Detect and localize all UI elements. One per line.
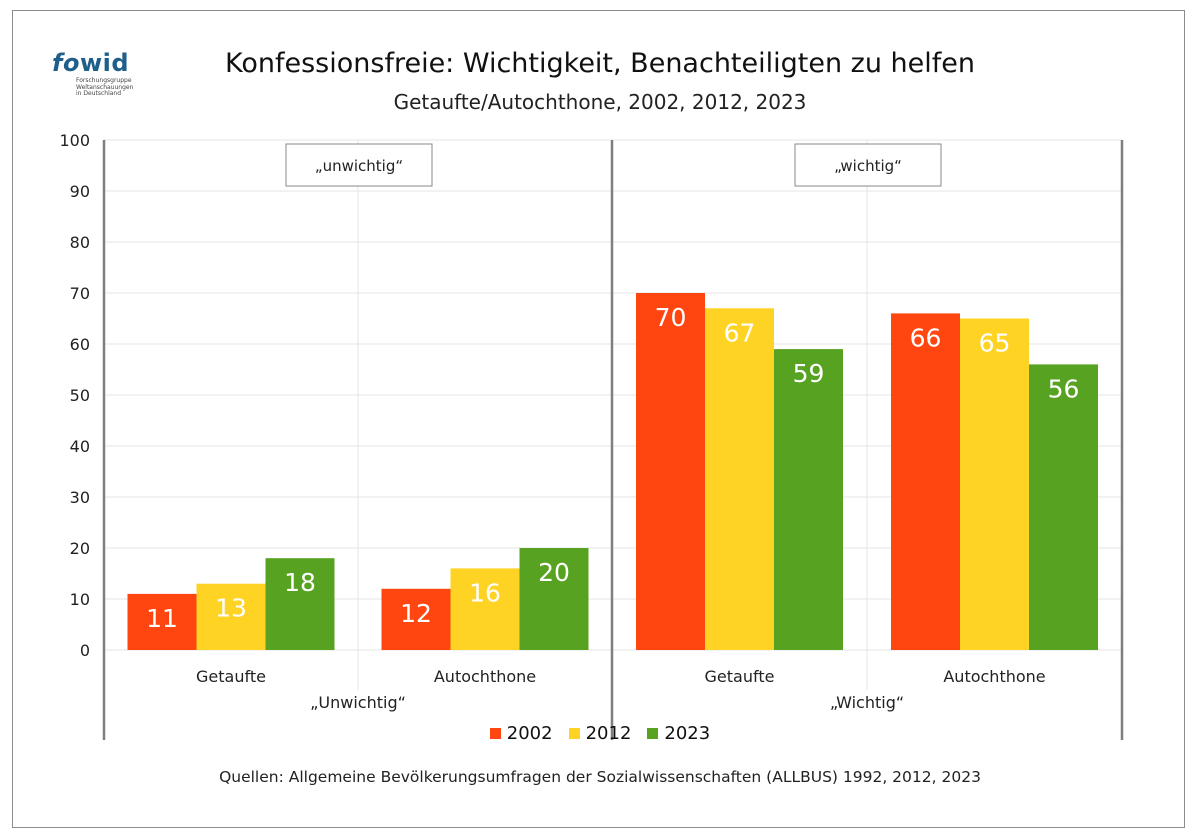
y-tick-label: 20 (70, 539, 90, 558)
legend-swatch (568, 728, 580, 739)
panel-label-box (794, 143, 942, 187)
legend-swatch (647, 728, 659, 739)
logo-fo: fo (52, 49, 80, 77)
data-label: 11 (146, 604, 178, 633)
logo-wid: wid (79, 49, 130, 77)
bar-2012 (705, 308, 774, 650)
bar-2023 (519, 548, 589, 650)
logo-subtitle: Forschungsgruppe Weltanschauungen in Deu… (76, 77, 134, 97)
y-tick-label: 40 (70, 437, 90, 456)
category-label: Autochthone (943, 667, 1045, 686)
fowid-logo: fowid Forschungsgruppe Weltanschauungen … (52, 50, 162, 110)
group-label: „Unwichtig“ (310, 693, 406, 712)
chart-legend: 2002 2012 2023 (0, 723, 1200, 744)
data-label: 13 (215, 594, 247, 623)
legend-swatch (489, 728, 501, 739)
data-label: 56 (1048, 374, 1080, 403)
y-tick-label: 80 (70, 233, 90, 252)
bar-2002 (636, 293, 705, 650)
y-tick-label: 0 (80, 641, 90, 660)
y-tick-label: 100 (59, 131, 90, 150)
bar-2023 (265, 558, 335, 650)
y-tick-label: 50 (70, 386, 90, 405)
legend-label: 2023 (664, 723, 711, 744)
category-label: Getaufte (196, 667, 266, 686)
legend-label: 2012 (585, 723, 632, 744)
data-label: 65 (979, 329, 1011, 358)
bar-2002 (381, 588, 451, 650)
chart-subtitle: Getaufte/Autochthone, 2002, 2012, 2023 (393, 90, 807, 114)
data-label: 70 (655, 303, 687, 332)
data-label: 12 (400, 599, 432, 628)
bar-2012 (960, 318, 1029, 650)
data-label: 20 (538, 558, 570, 587)
y-tick-label: 60 (70, 335, 90, 354)
bar-2012 (196, 583, 266, 650)
data-label: 59 (793, 359, 825, 388)
source-note: Quellen: Allgemeine Bevölkerungsumfragen… (219, 768, 981, 786)
legend-item-2002: 2002 (489, 723, 553, 744)
bar-2002 (891, 313, 960, 650)
legend-label: 2002 (506, 723, 553, 744)
y-tick-label: 70 (70, 284, 90, 303)
data-label: 67 (724, 318, 756, 347)
y-tick-label: 10 (70, 590, 90, 609)
data-label: 66 (910, 323, 942, 352)
data-label: 16 (469, 578, 501, 607)
panel-label: „wichtig“ (834, 157, 902, 175)
group-label: „Wichtig“ (830, 693, 904, 712)
data-label: 18 (284, 568, 316, 597)
panel-label: „unwichtig“ (315, 157, 403, 175)
category-label: Getaufte (705, 667, 775, 686)
category-label: Autochthone (434, 667, 536, 686)
legend-item-2023: 2023 (647, 723, 710, 744)
y-tick-label: 90 (70, 182, 90, 201)
bar-2023 (774, 349, 843, 650)
legend-item-2012: 2012 (568, 723, 632, 744)
panel-label-box (285, 143, 433, 187)
logo-wordmark: fowid (52, 50, 162, 76)
bar-2023 (1029, 364, 1098, 650)
chart-title: Konfessionsfreie: Wichtigkeit, Benachtei… (225, 48, 975, 79)
bar-2002 (127, 593, 197, 650)
bar-2012 (450, 568, 520, 650)
y-tick-label: 30 (70, 488, 90, 507)
